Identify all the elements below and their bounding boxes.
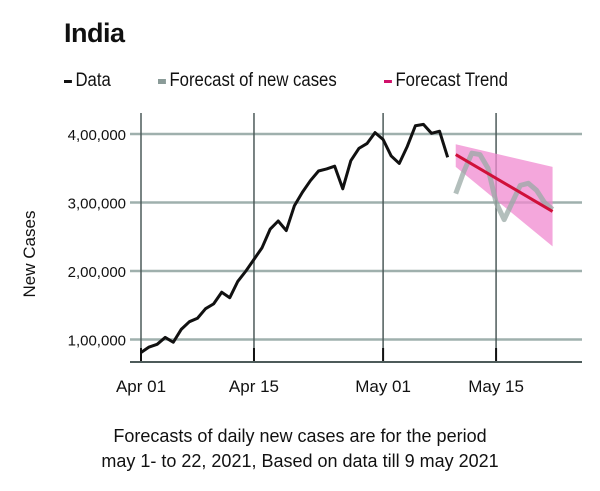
legend-item-data: Data — [64, 70, 111, 92]
x-tick-label: Apr 01 — [116, 377, 166, 396]
y-tick-label: 2,00,000 — [68, 264, 126, 281]
x-tick-label: May 15 — [468, 377, 524, 396]
legend-label-data: Data — [75, 70, 111, 91]
legend-swatch-data — [64, 79, 72, 83]
legend-swatch-trend — [384, 79, 392, 83]
legend-label-forecast: Forecast of new cases — [169, 70, 337, 91]
trend-line — [454, 153, 554, 213]
legend-item-forecast: Forecast of new cases — [158, 70, 337, 92]
x-tick-label: Apr 15 — [229, 377, 279, 396]
caption-line-2: may 1- to 22, 2021, Based on data till 9… — [101, 451, 499, 471]
chart-title: India — [64, 18, 125, 48]
legend-swatch-forecast — [158, 78, 166, 84]
y-tick-label: 3,00,000 — [68, 196, 126, 213]
y-tick-label: 1,00,000 — [68, 333, 126, 350]
legend-label-trend: Forecast Trend — [395, 70, 508, 91]
x-tick-label: May 01 — [355, 377, 411, 396]
y-tick-label: 4,00,000 — [68, 127, 126, 144]
data-line — [140, 122, 450, 354]
legend-item-trend: Forecast Trend — [384, 70, 508, 92]
caption-line-1: Forecasts of daily new cases are for the… — [113, 426, 487, 446]
